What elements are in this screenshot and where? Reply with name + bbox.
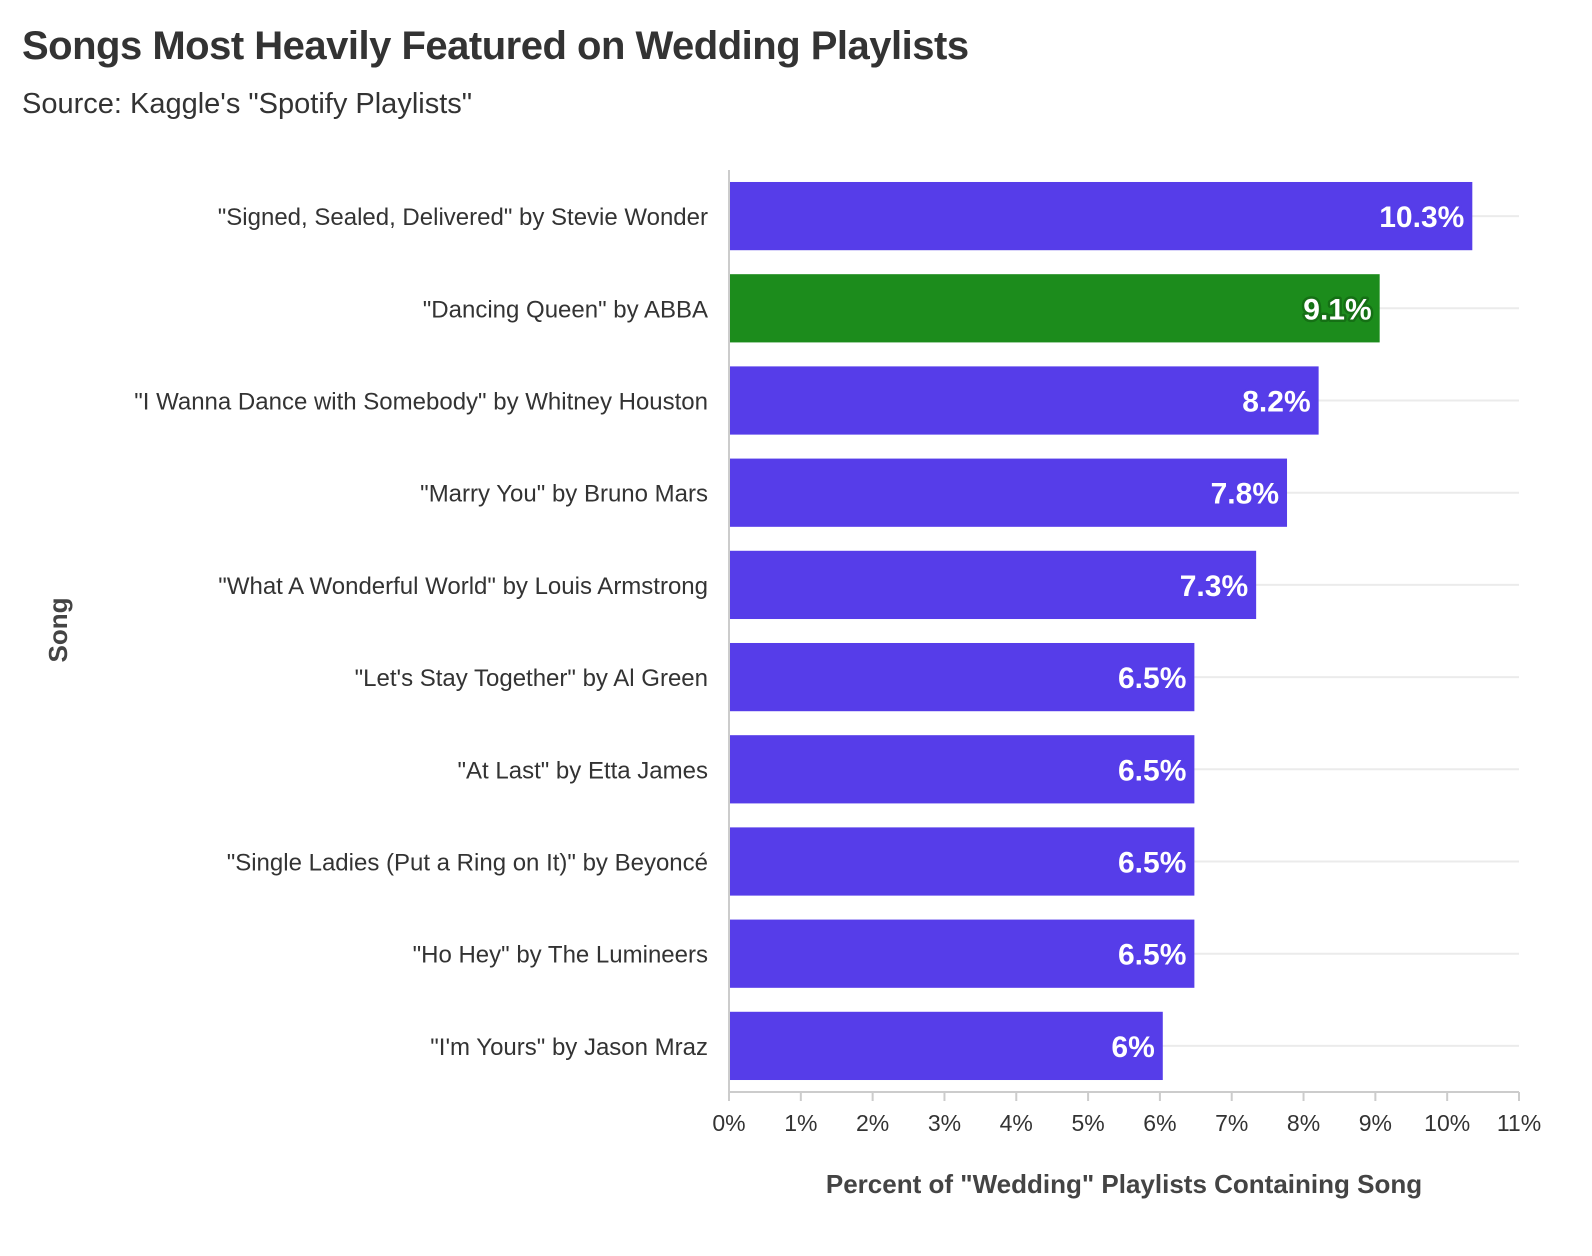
value-label: 7.3% bbox=[1180, 570, 1248, 603]
category-label: "At Last" by Etta James bbox=[458, 757, 708, 784]
bars bbox=[729, 181, 1473, 1081]
x-tick-label: 6% bbox=[1143, 1110, 1176, 1136]
bar bbox=[729, 550, 1257, 620]
x-tick-label: 11% bbox=[1497, 1110, 1541, 1136]
value-label: 6.5% bbox=[1118, 754, 1186, 787]
x-tick-label: 5% bbox=[1071, 1110, 1104, 1136]
x-tick-label: 8% bbox=[1287, 1110, 1320, 1136]
x-tick-label: 4% bbox=[1000, 1110, 1033, 1136]
category-label: "Dancing Queen" by ABBA bbox=[423, 296, 708, 323]
bar bbox=[729, 458, 1288, 527]
x-tick-label: 2% bbox=[856, 1110, 889, 1136]
value-label: 6.5% bbox=[1118, 939, 1186, 972]
x-axis-title: Percent of "Wedding" Playlists Containin… bbox=[826, 1169, 1422, 1199]
x-tick-label: 10% bbox=[1424, 1110, 1470, 1136]
x-tick-label: 3% bbox=[928, 1110, 961, 1136]
category-label: "I'm Yours" by Jason Mraz bbox=[430, 1034, 708, 1061]
value-label: 7.8% bbox=[1211, 478, 1279, 511]
bar bbox=[729, 735, 1195, 804]
bar bbox=[729, 366, 1319, 435]
bar bbox=[729, 827, 1195, 896]
value-label: 8.2% bbox=[1242, 386, 1310, 419]
category-label: "Let's Stay Together" by Al Green bbox=[355, 665, 708, 692]
bar bbox=[729, 1011, 1163, 1081]
chart-title: Songs Most Heavily Featured on Wedding P… bbox=[22, 24, 969, 68]
bar bbox=[729, 274, 1380, 343]
category-label: "Marry You" by Bruno Mars bbox=[420, 481, 708, 508]
value-label: 6.5% bbox=[1118, 847, 1186, 880]
category-label: "Single Ladies (Put a Ring on It)" by Be… bbox=[227, 850, 708, 877]
chart-subtitle: Source: Kaggle's "Spotify Playlists" bbox=[22, 88, 473, 120]
bar bbox=[729, 642, 1195, 712]
x-tick-label: 9% bbox=[1359, 1110, 1392, 1136]
y-axis-title: Song bbox=[43, 598, 73, 663]
category-label: "What A Wonderful World" by Louis Armstr… bbox=[218, 573, 708, 600]
labels: "Signed, Sealed, Delivered" by Stevie Wo… bbox=[134, 199, 1467, 1067]
x-tick-label: 7% bbox=[1215, 1110, 1248, 1136]
bar bbox=[729, 181, 1473, 251]
x-tick-label: 1% bbox=[784, 1110, 817, 1136]
value-label: 6% bbox=[1111, 1031, 1154, 1064]
axes: 0% 1% 2% 3% 4% 5% 6% 7% 8% 9% 10% 11% bbox=[712, 170, 1541, 1136]
value-label: 9.1% bbox=[1303, 293, 1371, 326]
value-label: 6.5% bbox=[1118, 662, 1186, 695]
x-tick-label: 0% bbox=[712, 1110, 745, 1136]
category-label: "Ho Hey" by The Lumineers bbox=[413, 942, 708, 969]
category-label: "I Wanna Dance with Somebody" by Whitney… bbox=[134, 389, 708, 416]
category-label: "Signed, Sealed, Delivered" by Stevie Wo… bbox=[218, 204, 708, 231]
value-label: 10.3% bbox=[1379, 201, 1464, 234]
bar bbox=[729, 919, 1195, 988]
